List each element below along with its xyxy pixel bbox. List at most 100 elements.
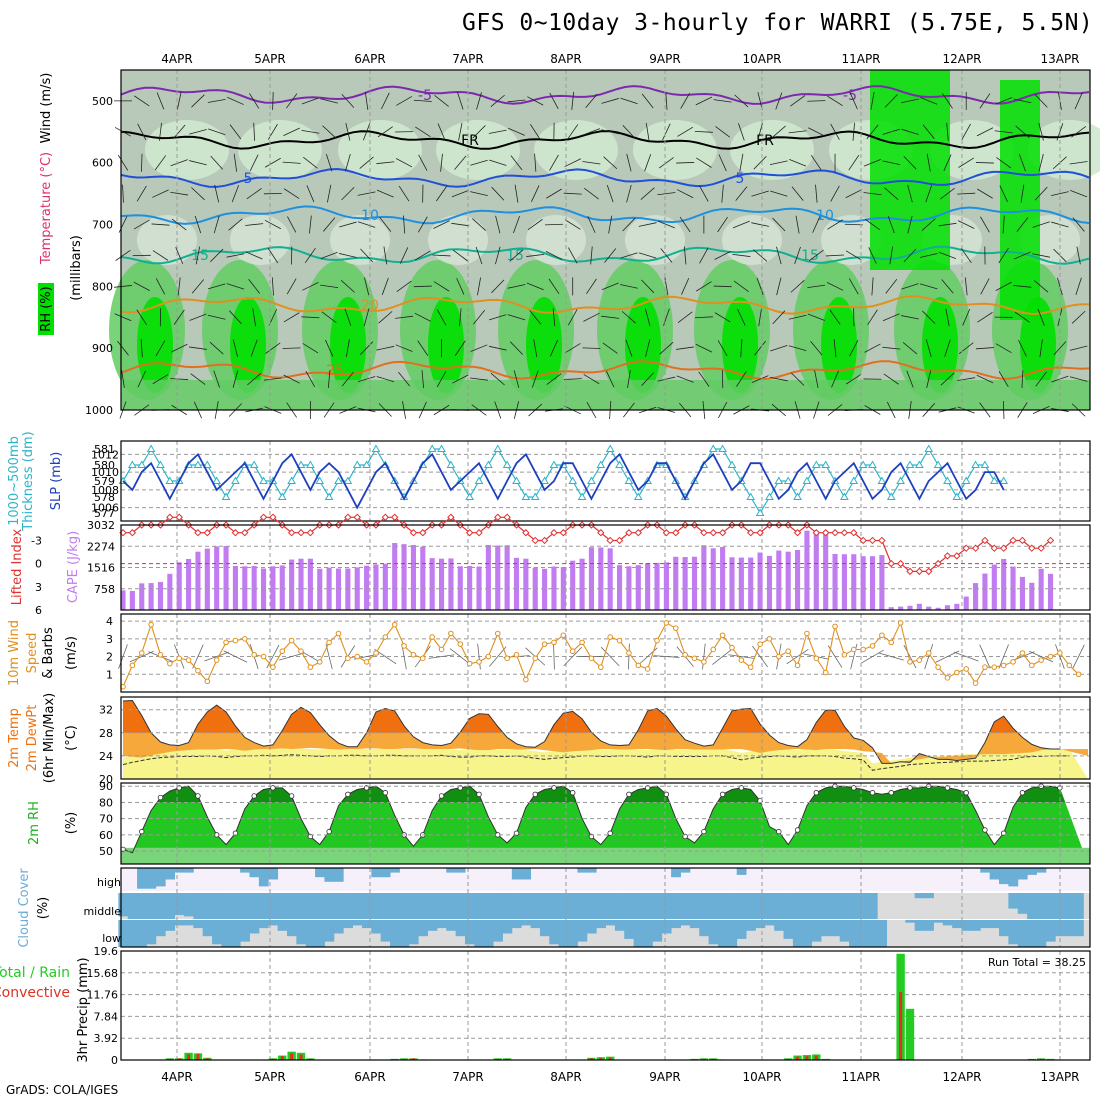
- lifted-index-point: [231, 529, 240, 537]
- wind-barb: [683, 246, 687, 265]
- cloud-bar: [436, 893, 447, 919]
- wind-barb: [882, 128, 900, 135]
- wind-barb: [459, 308, 462, 327]
- rh-saturated-region: [137, 297, 173, 393]
- cloud-bar: [924, 893, 934, 899]
- wind-barb: [398, 371, 411, 387]
- cloud-bar: [671, 868, 681, 878]
- wind-barb: [345, 122, 351, 141]
- cape-bar: [691, 556, 698, 610]
- cloud-bar: [530, 920, 541, 929]
- wind-barb: [475, 246, 483, 265]
- cloud-bar: [699, 893, 710, 919]
- temperature-contour: [120, 245, 1090, 265]
- thickness-point: [868, 460, 877, 468]
- wind-barb: [248, 279, 261, 294]
- thickness-point: [971, 460, 980, 468]
- cloud-bar: [343, 920, 354, 929]
- wind-barb: [996, 157, 1012, 169]
- wind-barb: [454, 340, 466, 356]
- rh-point: [626, 791, 632, 798]
- cloud-bar: [249, 868, 260, 878]
- wind-barb: [513, 370, 520, 388]
- thickness-point: [334, 476, 343, 484]
- cloud-bar: [530, 893, 541, 919]
- lifted-index-point: [447, 513, 455, 521]
- wind-barb: [507, 284, 526, 289]
- wind-barb-10m: [1055, 644, 1065, 669]
- cloud-bar: [689, 893, 700, 919]
- wind-barb: [413, 285, 432, 288]
- thickness-point: [315, 476, 325, 484]
- wind-barb: [829, 309, 841, 325]
- cloud-bar: [464, 920, 475, 945]
- cape-bar: [345, 568, 351, 610]
- cape-bar: [766, 555, 773, 610]
- cloud-bar: [455, 920, 466, 937]
- wind-speed-point: [213, 657, 220, 663]
- cloud-bar: [230, 893, 241, 919]
- wind-barb: [920, 97, 938, 105]
- thickness-point: [371, 444, 381, 452]
- cape-bar: [579, 558, 585, 610]
- wind-barb: [232, 339, 238, 358]
- wind-barb: [751, 375, 769, 383]
- wind-barb: [695, 96, 713, 106]
- wind-speed-point: [963, 666, 970, 672]
- precip-convective-bar: [280, 1056, 284, 1060]
- wind-speed-point: [785, 648, 791, 655]
- thickness-point: [811, 460, 821, 468]
- wind-speed-point: [1066, 662, 1073, 669]
- rh-frame: [120, 782, 1091, 865]
- wind-barb-10m: [712, 648, 734, 665]
- cape-bar: [523, 558, 529, 610]
- wind-barb-10m: [489, 646, 507, 667]
- cloud-bar: [521, 920, 532, 926]
- wind-speed-point: [204, 678, 211, 685]
- cape-bar: [551, 566, 557, 610]
- wind-barb: [590, 246, 593, 265]
- wind-speed-point: [429, 634, 435, 640]
- rh-point: [701, 828, 707, 835]
- wind-barb: [546, 188, 562, 199]
- pressure-tick-label: 700: [92, 219, 113, 232]
- wind-barb: [644, 308, 651, 327]
- cape-bar: [204, 548, 210, 610]
- temp-tick-label: 20: [99, 773, 113, 786]
- wind-barb: [717, 216, 728, 233]
- cloud-bar: [193, 920, 204, 929]
- cloud-bar: [371, 920, 382, 934]
- cloud-bar: [839, 893, 850, 919]
- rh-point: [251, 793, 257, 799]
- wind-barb: [584, 187, 599, 200]
- wind-barb: [960, 247, 972, 264]
- wind-barb: [849, 92, 858, 110]
- cape-bar: [157, 581, 164, 610]
- lifted-index-point: [906, 567, 914, 576]
- wind-barb: [795, 215, 800, 234]
- cloud-bar: [240, 893, 250, 919]
- slp-tick-label: 1008: [91, 484, 119, 497]
- wind-barb: [812, 216, 821, 233]
- lifted-index-point: [925, 567, 933, 576]
- wind-speed-point: [1047, 653, 1054, 660]
- wind-barb: [433, 281, 450, 292]
- wind-barb: [1034, 94, 1048, 108]
- cape-bar: [785, 551, 791, 610]
- cape-bar: [795, 550, 801, 610]
- wind-barb: [376, 189, 394, 198]
- cloud-bar: [174, 893, 185, 916]
- cloud-bar: [324, 868, 335, 882]
- date-label-top: 13APR: [1040, 52, 1079, 66]
- thickness-tick-label: 580: [94, 459, 115, 472]
- wind-barb: [871, 277, 874, 296]
- wind-barb: [770, 345, 788, 352]
- cape-bar: [607, 548, 613, 610]
- wind-barb: [794, 246, 801, 265]
- cloud-unit-label: (%): [36, 897, 51, 920]
- wind-barb: [263, 377, 282, 381]
- wind-barb: [563, 378, 582, 380]
- wind-barb: [601, 282, 619, 291]
- wind-barb: [715, 126, 731, 138]
- cape-bar: [223, 546, 229, 610]
